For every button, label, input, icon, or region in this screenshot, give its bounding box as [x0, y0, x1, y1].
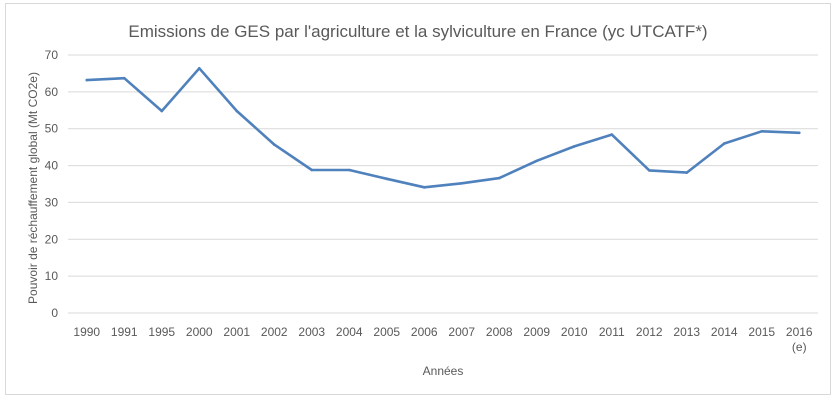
series-line-0: [85, 67, 801, 189]
y-tick-label: 0: [51, 306, 58, 320]
x-tick-label: 2001: [223, 325, 250, 339]
data-point: [460, 181, 464, 185]
data-point: [422, 186, 426, 189]
data-point: [760, 129, 764, 133]
x-axis-ticks: 1990 1991 1995 2000 2001 2002 2003 2004 2005 2006…: [73, 325, 813, 354]
x-tick-label: 2005: [373, 325, 400, 339]
data-point: [497, 176, 501, 180]
x-tick-label: 2009: [523, 325, 550, 339]
x-tick-label: 2013: [673, 325, 700, 339]
data-point: [272, 143, 276, 146]
chart-frame: [5, 3, 831, 395]
data-point: [535, 159, 539, 163]
data-point: [797, 131, 801, 135]
x-tick-label: 2012: [636, 325, 663, 339]
data-point: [160, 109, 164, 113]
data-point: [310, 168, 314, 172]
data-point: [85, 78, 89, 82]
x-tick-label: 2011: [599, 325, 625, 339]
x-tick-label: 2015: [748, 325, 775, 339]
x-tick-label: 2016 (e): [786, 325, 813, 354]
y-tick-label: 60: [45, 85, 59, 99]
x-tick-label: 2008: [486, 325, 513, 339]
data-point: [610, 133, 614, 136]
data-point: [722, 142, 726, 145]
y-axis-ticks: 0 10 20 30 40 50 60 70: [45, 48, 59, 320]
x-tick-label: 1991: [111, 325, 138, 339]
y-tick-label: 40: [45, 159, 59, 173]
data-point: [385, 177, 389, 181]
x-tick-label: 1990: [73, 325, 100, 339]
y-tick-label: 50: [45, 122, 59, 136]
data-point: [122, 76, 126, 80]
x-tick-label: 1995: [148, 325, 175, 339]
data-point: [197, 66, 201, 70]
y-axis-title: Pouvoir de réchauffement global (Mt CO2e…: [26, 72, 40, 304]
gridlines: [68, 54, 818, 314]
chart-title: Emissions de GES par l'agriculture et la…: [128, 22, 707, 41]
x-tick-label: 2000: [186, 325, 213, 339]
y-tick-label: 10: [45, 269, 59, 283]
y-tick-label: 30: [45, 195, 59, 209]
data-point: [572, 145, 576, 148]
x-tick-label: 2004: [336, 325, 363, 339]
data-point: [685, 171, 689, 174]
data-point: [347, 168, 351, 172]
x-tick-label: 2010: [561, 325, 588, 339]
y-tick-label: 70: [45, 48, 59, 62]
series-layer: [85, 66, 801, 189]
x-tick-label: 2003: [298, 325, 325, 339]
x-axis-title: Années: [423, 364, 464, 378]
y-tick-label: 20: [45, 232, 59, 246]
x-tick-label: 2006: [411, 325, 438, 339]
x-tick-label: 2002: [261, 325, 288, 339]
data-point: [647, 169, 651, 172]
data-point: [235, 109, 239, 113]
x-tick-label: 2007: [448, 325, 475, 339]
x-tick-label: 2014: [711, 325, 738, 339]
